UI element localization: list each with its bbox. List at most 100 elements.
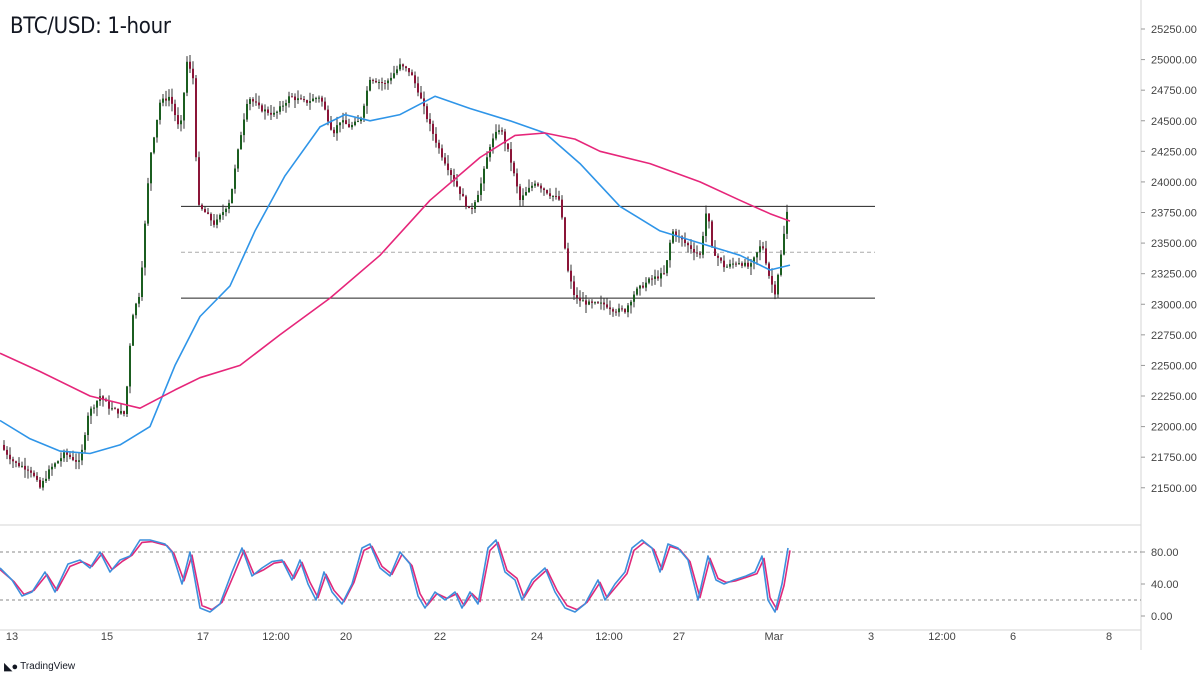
- candle-body: [645, 282, 647, 288]
- candle-body: [78, 460, 80, 462]
- candle-body: [603, 302, 605, 305]
- candle-body: [321, 97, 323, 102]
- candle-body: [381, 82, 383, 84]
- candle-body: [351, 125, 353, 128]
- candle-body: [648, 278, 650, 283]
- candle-body: [429, 119, 431, 124]
- candle-body: [336, 125, 338, 134]
- candle-body: [399, 64, 401, 70]
- candle-body: [456, 181, 458, 187]
- candles: [3, 55, 788, 491]
- candle-body: [45, 478, 47, 481]
- candle-body: [27, 469, 29, 471]
- candle-body: [498, 130, 500, 132]
- candle-body: [480, 183, 482, 195]
- candle-body: [237, 149, 239, 169]
- time-axis-label: 3: [868, 631, 874, 643]
- candle-body: [579, 297, 581, 301]
- candle-body: [546, 190, 548, 194]
- candle-body: [612, 309, 614, 312]
- time-axis-label: 27: [673, 631, 685, 643]
- candle-body: [177, 115, 179, 125]
- candle-body: [555, 195, 557, 197]
- candle-body: [339, 122, 341, 126]
- candle-body: [255, 101, 257, 103]
- candle-body: [126, 386, 128, 414]
- time-axis-label: 12:00: [928, 631, 956, 643]
- candle-body: [234, 168, 236, 189]
- candle-body: [267, 109, 269, 113]
- stoch-axis-label: 40.00: [1151, 579, 1179, 591]
- candle-body: [711, 221, 713, 247]
- candle-body: [189, 61, 191, 69]
- candle-body: [702, 235, 704, 255]
- candle-body: [198, 157, 200, 205]
- candle-body: [102, 396, 104, 400]
- candle-body: [672, 231, 674, 243]
- candle-body: [165, 98, 167, 101]
- candle-body: [360, 117, 362, 122]
- candle-body: [756, 252, 758, 258]
- candle-body: [438, 142, 440, 149]
- candle-body: [84, 435, 86, 450]
- candle-body: [609, 307, 611, 310]
- candle-body: [771, 275, 773, 285]
- candle-body: [39, 479, 41, 488]
- candle-body: [378, 82, 380, 84]
- time-axis-label: 22: [434, 631, 446, 643]
- candle-body: [405, 66, 407, 69]
- candle-body: [60, 458, 62, 462]
- candle-body: [459, 186, 461, 194]
- candle-body: [567, 248, 569, 271]
- candle-body: [654, 276, 656, 279]
- tradingview-brand: ◣● TradingView: [4, 660, 75, 673]
- candle-body: [33, 472, 35, 476]
- candle-body: [642, 285, 644, 288]
- candle-body: [135, 303, 137, 316]
- candle-body: [630, 301, 632, 306]
- candle-body: [276, 111, 278, 113]
- candle-body: [660, 273, 662, 279]
- time-axis-label: 13: [6, 631, 18, 643]
- candle-body: [279, 106, 281, 112]
- candle-body: [723, 260, 725, 268]
- candle-body: [447, 163, 449, 171]
- candle-body: [366, 90, 368, 106]
- candle-body: [24, 465, 26, 470]
- candle-body: [192, 68, 194, 79]
- candle-body: [171, 96, 173, 104]
- candle-body: [393, 73, 395, 78]
- candle-body: [729, 263, 731, 267]
- candle-body: [417, 83, 419, 93]
- candle-body: [684, 239, 686, 244]
- candle-body: [597, 302, 599, 304]
- candle-body: [72, 457, 74, 461]
- price-axis-label: 24000.00: [1151, 177, 1197, 189]
- candle-body: [345, 120, 347, 125]
- candle-body: [408, 68, 410, 73]
- candle-body: [180, 120, 182, 125]
- candle-body: [705, 213, 707, 236]
- time-axis-label: 6: [1010, 631, 1016, 643]
- price-axis-label: 25000.00: [1151, 55, 1197, 67]
- candle-body: [15, 461, 17, 463]
- candle-body: [306, 100, 308, 103]
- time-axis-label: 17: [197, 631, 209, 643]
- candle-body: [3, 444, 5, 450]
- candle-body: [747, 262, 749, 267]
- candle-body: [114, 408, 116, 410]
- candle-body: [558, 196, 560, 200]
- candle-body: [96, 400, 98, 408]
- candle-body: [300, 98, 302, 100]
- candle-body: [783, 233, 785, 255]
- candle-body: [657, 276, 659, 279]
- candle-body: [477, 194, 479, 203]
- candle-body: [489, 147, 491, 158]
- candle-body: [195, 78, 197, 158]
- candle-body: [12, 459, 14, 462]
- candle-body: [492, 138, 494, 148]
- candle-body: [303, 98, 305, 101]
- candle-body: [411, 72, 413, 76]
- candle-body: [57, 461, 59, 464]
